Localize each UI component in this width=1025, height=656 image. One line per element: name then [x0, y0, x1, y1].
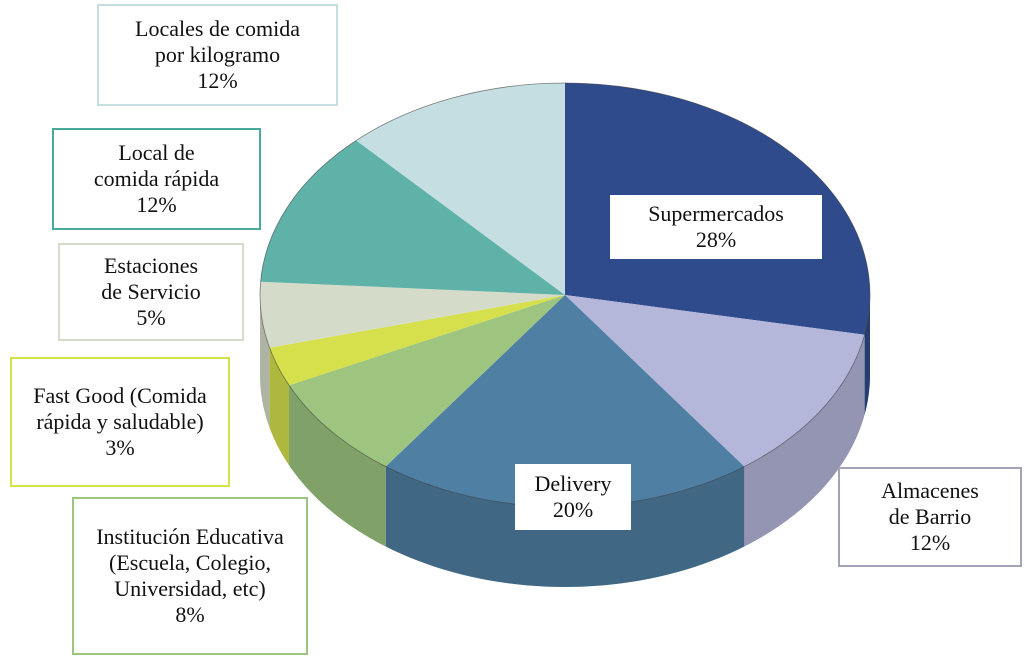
slice-label: Institución Educativa (Escuela, Colegio,…	[72, 497, 308, 655]
slice	[260, 281, 565, 348]
category-label: Supermercados	[648, 201, 784, 226]
slice-label: Locales de comida por kilogramo 12%	[97, 4, 338, 106]
category-label: Fast Good (Comida rápida y saludable)	[33, 383, 207, 434]
slice-label: Almacenes de Barrio 12%	[838, 467, 1022, 567]
value-label: 12%	[909, 530, 951, 555]
slice-side-shade	[744, 334, 865, 547]
slice-side-shade	[260, 295, 270, 428]
category-label: Delivery	[534, 471, 612, 496]
slice-side	[289, 385, 386, 547]
value-label: 3%	[105, 435, 135, 460]
slice	[356, 83, 565, 295]
slice-side	[864, 295, 870, 415]
slice-side-shade	[269, 347, 290, 466]
slice	[269, 295, 565, 386]
slice	[260, 140, 565, 295]
category-label: Institución Educativa (Escuela, Colegio,…	[96, 524, 284, 601]
slice-side-shade	[289, 385, 386, 547]
slice-label: Fast Good (Comida rápida y saludable) 3%	[10, 357, 230, 487]
slice-side	[269, 347, 290, 466]
slice-side	[260, 295, 270, 428]
value-label: 12%	[136, 192, 177, 217]
category-label: Local de comida rápida	[93, 140, 220, 191]
slice	[385, 295, 745, 507]
slice-label: Supermercados 28%	[610, 195, 822, 259]
slice-side-shade	[864, 295, 870, 415]
category-label: Estaciones de Servicio	[101, 253, 201, 304]
value-label: 8%	[175, 602, 205, 627]
slice-label: Local de comida rápida 12%	[52, 128, 261, 230]
value-label: 5%	[136, 305, 166, 330]
slice	[565, 295, 865, 467]
value-label: 12%	[197, 68, 238, 93]
category-label: Almacenes de Barrio	[881, 478, 979, 529]
slice-side	[744, 334, 865, 547]
slice	[289, 295, 565, 467]
value-label: 28%	[695, 227, 737, 252]
value-label: 20%	[552, 497, 594, 522]
slice-label: Estaciones de Servicio 5%	[58, 243, 244, 341]
category-label: Locales de comida por kilogramo	[135, 16, 300, 67]
slice-label: Delivery 20%	[515, 464, 631, 530]
